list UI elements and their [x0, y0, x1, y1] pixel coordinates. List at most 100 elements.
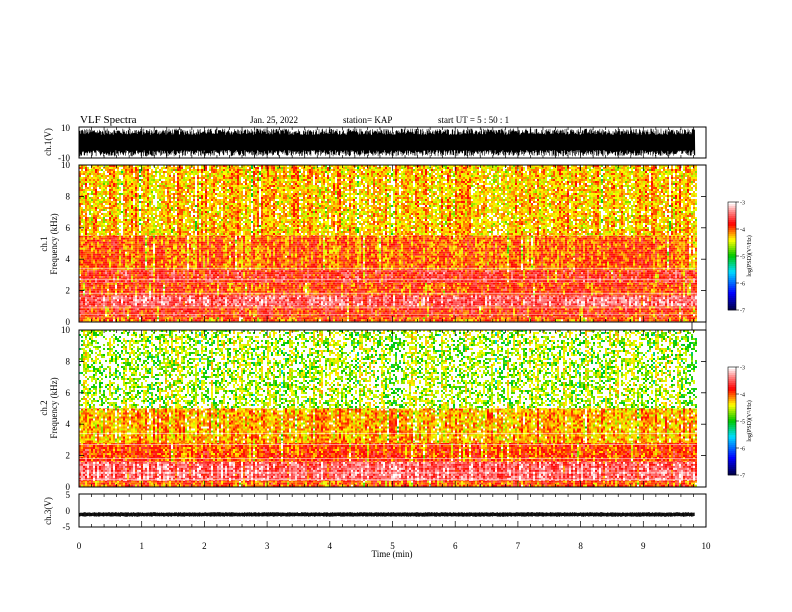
spectrogram-cell: [179, 305, 181, 307]
spectrogram-cell: [663, 316, 665, 318]
spectrogram-cell: [469, 317, 471, 320]
spectrogram-cell: [369, 297, 371, 300]
spectrogram-cell: [681, 303, 683, 306]
spectrogram-cell: [379, 303, 381, 306]
spectrogram-cell: [165, 314, 167, 317]
spectrogram-cell: [459, 316, 461, 318]
spectrogram-cell: [625, 303, 627, 306]
spectrogram-cell: [99, 308, 101, 311]
spectrogram-cell: [205, 319, 207, 322]
spectrogram-cell: [119, 286, 121, 289]
spectrogram-cell: [569, 297, 571, 300]
spectrogram-cell: [281, 303, 283, 306]
spectrogram-cell: [527, 299, 529, 302]
spectrogram-cell: [97, 290, 99, 293]
spectrogram-cell: [119, 312, 121, 315]
spectrogram-cell: [577, 316, 579, 318]
spectrogram-cell: [537, 317, 539, 320]
spectrogram-cell: [117, 317, 119, 320]
spectrogram-cell: [585, 312, 587, 315]
spectrogram-cell: [105, 317, 107, 320]
spectrogram-cell: [593, 305, 595, 307]
spectrogram-cell: [581, 297, 583, 300]
spectrogram-cell: [557, 319, 559, 322]
spectrogram-cell: [221, 312, 223, 315]
spectrogram-cell: [563, 317, 565, 320]
spectrogram-cell: [695, 312, 697, 315]
spectrogram-cell: [463, 316, 465, 318]
spectrogram-cell: [161, 290, 163, 293]
spectrogram-cell: [457, 301, 459, 304]
spectrogram-cell: [663, 314, 665, 317]
spectrogram-cell: [615, 295, 617, 298]
spectrogram-cell: [665, 306, 667, 309]
spectrogram-cell: [607, 308, 609, 311]
spectrogram-cell: [471, 314, 473, 317]
spectrogram-cell: [621, 312, 623, 315]
spectrogram-cell: [433, 299, 435, 302]
spectrogram-cell: [441, 317, 443, 320]
spectrogram-cell: [693, 305, 695, 307]
spectrogram-cell: [607, 310, 609, 313]
spectrogram-cell: [251, 303, 253, 306]
spectrogram-cell: [631, 295, 633, 298]
spectrogram-cell: [97, 306, 99, 309]
spectrogram-cell: [367, 319, 369, 322]
spectrogram-cell: [201, 310, 203, 313]
spectrogram-cell: [543, 305, 545, 307]
spectrogram-cell: [353, 316, 355, 318]
spectrogram-cell: [455, 297, 457, 300]
spectrogram-cell: [583, 299, 585, 302]
spectrogram-cell: [269, 305, 271, 307]
spectrogram-cell: [615, 314, 617, 317]
spectrogram-cell: [511, 305, 513, 307]
spectrogram-cell: [101, 282, 103, 285]
spectrogram-cell: [385, 303, 387, 306]
spectrogram-cell: [245, 310, 247, 313]
spectrogram-cell: [387, 319, 389, 322]
spectrogram-cell: [237, 319, 239, 322]
spectrogram-cell: [115, 308, 117, 311]
spectrogram-cell: [385, 319, 387, 322]
spectrogram-cell: [437, 297, 439, 300]
spectrogram-cell: [677, 312, 679, 315]
spectrogram-cell: [689, 306, 691, 309]
spectrogram-cell: [579, 297, 581, 300]
spectrogram-cell: [147, 303, 149, 306]
spectrogram-cell: [319, 316, 321, 318]
spectrogram-cell: [389, 319, 391, 322]
spectrogram-cell: [431, 312, 433, 315]
spectrogram-cell: [163, 314, 165, 317]
spectrogram-cell: [597, 314, 599, 317]
spectrogram-cell: [663, 317, 665, 320]
spectrogram-cell: [113, 297, 115, 300]
spectrogram-cell: [235, 297, 237, 300]
spectrogram-cell: [167, 284, 169, 287]
spectrogram-cell: [433, 295, 435, 298]
spectrogram-cell: [173, 308, 175, 311]
spectrogram-cell: [393, 306, 395, 309]
spectrogram-cell: [661, 303, 663, 306]
spectrogram-cell: [327, 306, 329, 309]
spectrogram-cell: [157, 301, 159, 304]
spectrogram-cell: [509, 301, 511, 304]
spectrogram-cell: [199, 299, 201, 302]
spectrogram-cell: [519, 319, 521, 322]
spectrogram-cell: [589, 317, 591, 320]
spectrogram-cell: [339, 305, 341, 307]
spectrogram-cell: [531, 312, 533, 315]
spectrogram-cell: [551, 308, 553, 311]
spectrogram-cell: [115, 314, 117, 317]
spectrogram-cell: [519, 317, 521, 320]
spectrogram-cell: [395, 316, 397, 318]
spectrogram-cell: [297, 312, 299, 315]
spectrogram-cell: [383, 308, 385, 311]
spectrogram-cell: [623, 310, 625, 313]
spectrogram-cell: [109, 301, 111, 304]
spectrogram-cell: [157, 295, 159, 298]
spectrogram-cell: [193, 297, 195, 300]
spectrogram-cell: [549, 319, 551, 322]
spectrogram-cell: [87, 288, 89, 291]
spectrogram-cell: [671, 319, 673, 322]
spectrogram-cell: [387, 312, 389, 315]
